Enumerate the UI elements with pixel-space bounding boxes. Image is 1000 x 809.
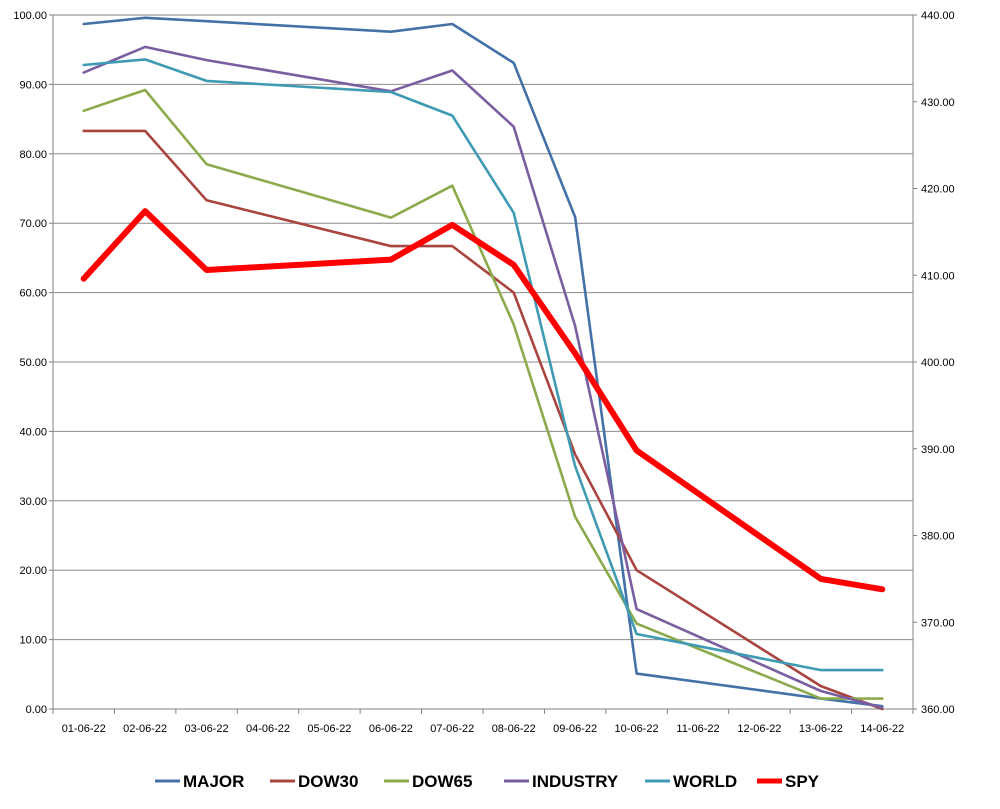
x-tick-label: 02-06-22 <box>123 723 167 735</box>
series-line-spy <box>80 208 886 593</box>
legend-label-major: MAJOR <box>183 772 244 791</box>
y-tick-label: 70.00 <box>19 218 47 230</box>
y-tick-label: 0.00 <box>26 704 47 716</box>
series-line-dow30 <box>82 129 884 711</box>
y2-tick-label: 400.00 <box>921 357 955 369</box>
series-line-dow65 <box>82 88 884 700</box>
legend-label-dow65: DOW65 <box>412 772 472 791</box>
x-tick-label: 05-06-22 <box>307 723 351 735</box>
x-tick-label: 11-06-22 <box>676 723 719 735</box>
legend: MAJOR DOW30 DOW65 INDUSTRY WORLD SPY <box>155 772 820 791</box>
y-tick-label: 50.00 <box>19 357 47 369</box>
series-line-industry <box>82 45 884 709</box>
y-tick-label: 10.00 <box>19 635 47 647</box>
x-tick-label: 09-06-22 <box>553 723 597 735</box>
legend-label-industry: INDUSTRY <box>532 772 619 791</box>
x-tick-label: 13-06-22 <box>799 723 843 735</box>
legend-label-world: WORLD <box>673 772 737 791</box>
y-tick-label: 60.00 <box>19 288 47 300</box>
y2-tick-label: 360.00 <box>921 704 955 716</box>
y2-tick-label: 430.00 <box>921 97 955 109</box>
x-tick-label: 06-06-22 <box>369 723 413 735</box>
axes: 0.00 10.00 20.00 30.00 40.00 50.00 60.00 70.00 8… <box>13 10 954 735</box>
y-tick-label: 20.00 <box>19 565 47 577</box>
x-tick-label: 01-06-22 <box>62 723 106 735</box>
y2-tick-label: 440.00 <box>921 10 955 22</box>
x-tick-label: 14-06-22 <box>860 723 904 735</box>
y-tick-label: 30.00 <box>19 496 47 508</box>
x-tick-label: 04-06-22 <box>246 723 290 735</box>
y2-tick-label: 410.00 <box>921 270 955 282</box>
y-tick-label: 80.00 <box>19 149 47 161</box>
y-tick-label: 90.00 <box>19 79 47 91</box>
x-tick-label: 08-06-22 <box>492 723 536 735</box>
x-tick-label: 07-06-22 <box>430 723 474 735</box>
legend-label-dow30: DOW30 <box>298 772 358 791</box>
series-line-major <box>82 16 884 708</box>
x-tick-label: 10-06-22 <box>615 723 659 735</box>
series-lines <box>80 16 886 711</box>
y2-tick-label: 370.00 <box>921 617 955 629</box>
x-tick-label: 12-06-22 <box>737 723 781 735</box>
series-line-world <box>82 58 884 672</box>
y-tick-label: 100.00 <box>13 10 47 22</box>
legend-label-spy: SPY <box>785 772 820 791</box>
y2-tick-label: 390.00 <box>921 444 955 456</box>
y2-tick-label: 420.00 <box>921 184 955 196</box>
gridlines <box>53 83 913 641</box>
y-tick-label: 40.00 <box>19 426 47 438</box>
x-tick-label: 03-06-22 <box>185 723 229 735</box>
y2-tick-label: 380.00 <box>921 531 955 543</box>
